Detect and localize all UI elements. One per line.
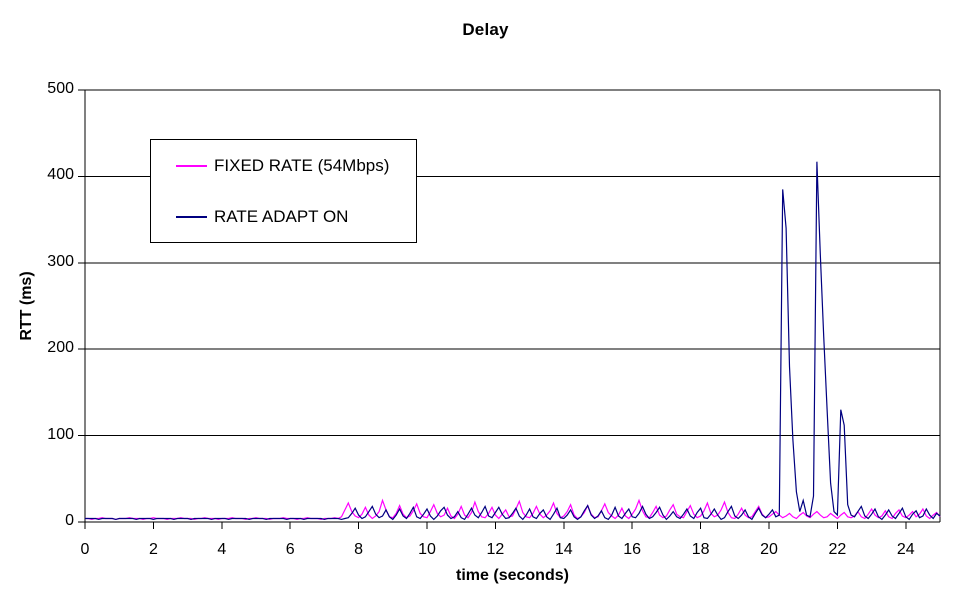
legend-entry: RATE ADAPT ON [176, 207, 416, 227]
x-tick-label: 6 [285, 541, 295, 558]
legend-entry: FIXED RATE (54Mbps) [176, 156, 416, 176]
legend-line-swatch [176, 164, 207, 167]
x-tick-label: 0 [80, 541, 90, 558]
legend-line-swatch [176, 215, 207, 218]
x-tick-label: 8 [354, 541, 364, 558]
x-tick-label: 14 [554, 541, 573, 558]
y-tick-label: 200 [47, 339, 74, 357]
y-tick-label: 400 [47, 166, 74, 184]
y-tick-label: 100 [47, 425, 74, 443]
legend-label: FIXED RATE (54Mbps) [214, 155, 390, 175]
x-tick-label: 22 [828, 541, 847, 558]
legend: FIXED RATE (54Mbps) RATE ADAPT ON [150, 139, 417, 243]
x-tick-label: 2 [148, 541, 158, 558]
x-tick-label: 12 [486, 541, 505, 558]
x-tick-label: 20 [760, 541, 778, 558]
chart-title: Delay [462, 20, 509, 39]
y-tick-label: 0 [65, 512, 74, 529]
x-tick-label: 18 [691, 541, 710, 558]
x-axis-title: time (seconds) [456, 567, 569, 584]
y-tick-label: 300 [47, 252, 74, 270]
y-tick-label: 500 [47, 80, 74, 97]
series-line [85, 161, 941, 521]
x-tick-label: 16 [623, 541, 642, 558]
legend-label: RATE ADAPT ON [214, 206, 349, 226]
x-tick-label: 24 [896, 541, 915, 558]
x-tick-label: 4 [217, 541, 227, 558]
x-tick-label: 10 [418, 541, 436, 558]
